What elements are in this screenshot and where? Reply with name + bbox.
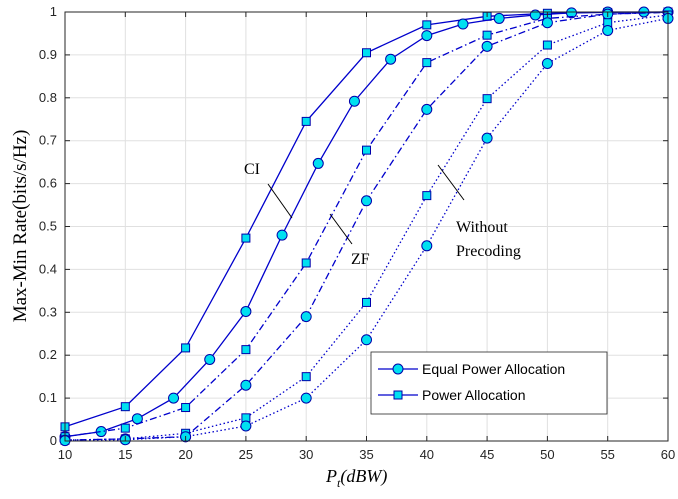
data-point-circle [300, 392, 312, 404]
x-tick-label: 20 [178, 447, 192, 462]
data-point-circle [240, 305, 252, 317]
x-tick-label: 40 [420, 447, 434, 462]
data-point-circle [240, 379, 252, 391]
data-point-square [241, 233, 251, 243]
x-tick-label: 45 [480, 447, 494, 462]
data-point-square [301, 258, 311, 268]
x-tick-label: 50 [540, 447, 554, 462]
legend-marker-circle [392, 363, 404, 375]
data-point-circle [348, 95, 360, 107]
x-axis-label-main: P [325, 466, 337, 486]
data-point-circle [421, 240, 433, 252]
data-point-square [241, 345, 251, 355]
data-point-circle [421, 103, 433, 115]
data-point-circle [276, 229, 288, 241]
data-point-circle [168, 392, 180, 404]
x-axis-label-unit: (dBW) [340, 466, 387, 487]
data-point-square [482, 94, 492, 104]
series-line-ci-equal-power-allocation [64, 11, 668, 438]
legend-label-equal: Equal Power Allocation [422, 361, 565, 377]
y-tick-label: 0.8 [39, 90, 57, 105]
data-point-square [181, 403, 191, 413]
x-axis-label: Pt(dBW) [325, 466, 387, 490]
data-point-circle [481, 132, 493, 144]
data-point-circle [457, 18, 469, 30]
legend: Equal Power Allocation Power Allocation [370, 351, 608, 415]
data-point-circle [529, 9, 541, 21]
data-point-circle [541, 57, 553, 69]
annotation-ci-pointer [267, 183, 293, 219]
y-axis-label: Max-Min Rate(bits/s/Hz) [10, 130, 31, 323]
data-point-square [362, 48, 371, 58]
y-tick-label: 0 [50, 433, 57, 448]
data-point-square [422, 20, 432, 30]
y-tick-label: 1 [50, 4, 57, 19]
data-point-square [422, 58, 432, 68]
data-point-circle [361, 334, 372, 346]
y-tick-label: 0.9 [39, 47, 57, 62]
data-point-square [362, 297, 371, 307]
annotation-zf: ZF [351, 251, 370, 268]
legend-box [370, 351, 608, 415]
series-layer [59, 6, 674, 447]
data-point-circle [541, 17, 553, 29]
data-point-circle [300, 311, 312, 323]
annotation-precoding: Precoding [456, 243, 521, 260]
annotation-zf-pointer [329, 213, 353, 245]
x-tick-label: 25 [239, 447, 253, 462]
data-point-square [301, 372, 311, 382]
legend-marker-square [393, 390, 403, 400]
x-tick-label: 15 [118, 447, 132, 462]
data-point-square [362, 145, 371, 155]
y-tick-label: 0.7 [39, 133, 57, 148]
x-tick-label: 10 [58, 447, 72, 462]
data-point-circle [312, 157, 324, 169]
annotation-without: Without [456, 219, 508, 236]
data-point-circle [95, 426, 107, 438]
x-tick-label: 30 [299, 447, 313, 462]
data-point-square [120, 423, 130, 433]
series-line-without-precoding-power-allocation [64, 14, 669, 441]
legend-label-power: Power Allocation [422, 387, 526, 403]
data-point-square [542, 40, 552, 50]
data-point-square [301, 116, 311, 126]
data-point-circle [361, 195, 372, 207]
data-point-circle [421, 30, 433, 42]
data-point-circle [566, 7, 578, 19]
x-tick-label: 35 [359, 447, 373, 462]
y-tick-label: 0.5 [39, 219, 57, 234]
data-point-square [422, 191, 432, 201]
data-point-circle [240, 420, 252, 432]
annotation-ci: CI [244, 161, 260, 178]
y-tick-label: 0.2 [39, 347, 57, 362]
data-point-circle [493, 12, 505, 24]
data-point-square [120, 402, 130, 412]
x-tick-label: 55 [600, 447, 614, 462]
y-tick-label: 0.4 [39, 261, 57, 276]
y-tick-label: 0.1 [39, 390, 57, 405]
data-point-circle [385, 53, 397, 65]
annotation-without-pointer [437, 164, 465, 201]
ticks: 10 15 20 25 30 35 40 45 50 55 60 0 0.1 0.2 0.3 0.4 0.5 0.… [39, 4, 675, 462]
y-tick-label: 0.3 [39, 304, 57, 319]
x-axis-label-sub: t [337, 476, 341, 490]
data-point-circle [481, 40, 493, 52]
data-point-circle [602, 24, 614, 36]
x-tick-label: 60 [661, 447, 675, 462]
y-tick-label: 0.6 [39, 176, 57, 191]
data-point-square [482, 30, 492, 40]
series-without-precoding-power-allocation [60, 10, 673, 445]
data-point-circle [204, 353, 216, 365]
data-point-square [181, 343, 191, 353]
